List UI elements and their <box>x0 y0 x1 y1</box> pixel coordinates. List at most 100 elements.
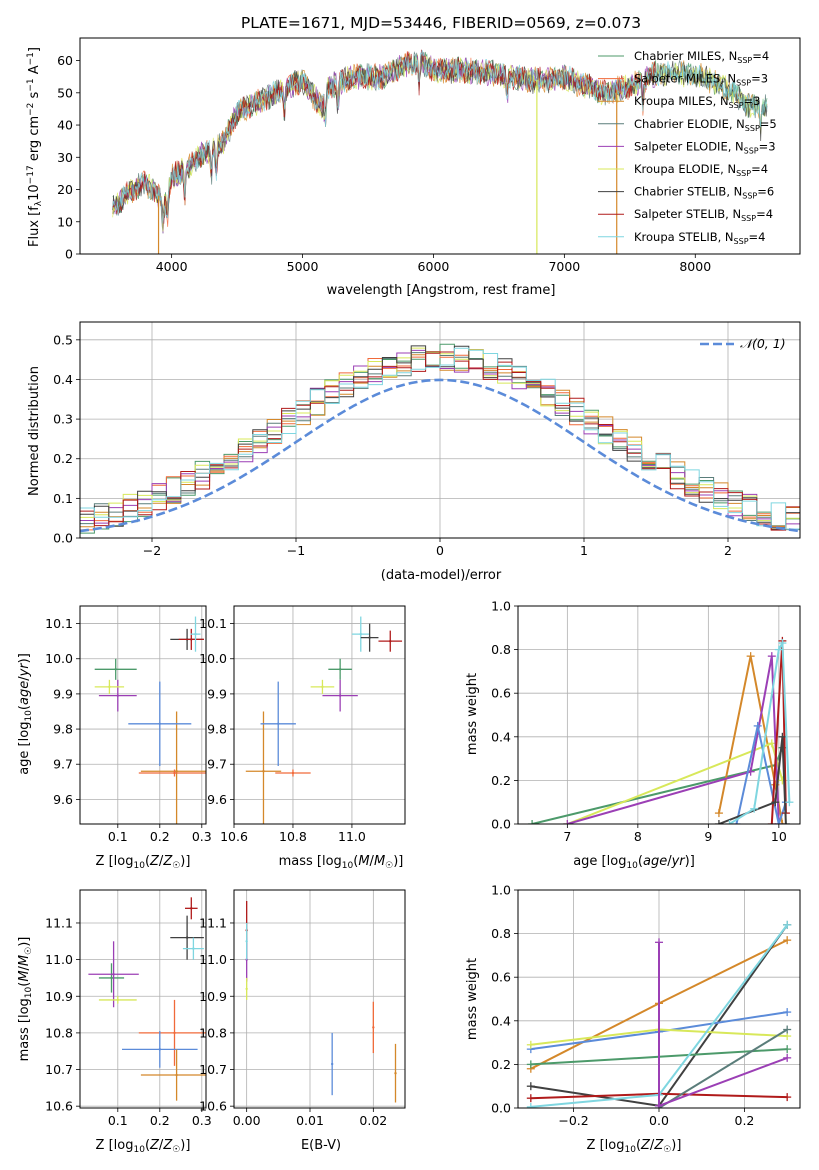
y-tick-label: 40 <box>57 118 73 133</box>
axes-frame <box>233 605 406 825</box>
mass-weight-vs-age-ylabel: mass weight <box>465 673 480 755</box>
plot-area <box>245 616 403 824</box>
mass-vs-z-xlabel: Z [log10(Z/Z☉)] <box>96 1138 191 1155</box>
errorbar-point <box>368 636 371 639</box>
y-tick-label: 9.7 <box>207 757 227 772</box>
x-tick-label: 10.8 <box>279 829 307 844</box>
y-tick-label: 9.6 <box>53 792 73 807</box>
spectrum-ylabel: Flux [fλ10−17 erg cm−2 s−1 A−1] <box>26 47 44 247</box>
spectrum-xlabel: wavelength [Angstrom, rest frame] <box>327 283 556 298</box>
errorbar-point <box>116 694 120 697</box>
errorbar-point <box>321 685 324 689</box>
y-tick-label: 10.9 <box>45 989 73 1004</box>
y-tick-label: 9.8 <box>53 722 73 737</box>
mass-weight-vs-z-panel: −0.2 0.0 0.2 0.0 0.2 0.4 0.6 0.8 1.0 <box>491 883 801 1128</box>
x-tick-label: 0.2 <box>150 829 170 844</box>
x-tick-label: 7 <box>563 829 571 844</box>
y-tick-label: 9.6 <box>207 792 227 807</box>
plot-area <box>80 343 800 538</box>
y-tick-label: 10 <box>57 214 73 229</box>
y-tick-label: 0.4 <box>53 372 73 387</box>
mass-weight-vs-z-xlabel: Z [log10(Z/Z☉)] <box>587 1138 682 1155</box>
y-tick-label: 0.1 <box>53 491 73 506</box>
legend-label: Chabrier ELODIE, NSSP=5 <box>634 117 777 133</box>
legend-label: Kroupa MILES, NSSP=3 <box>634 94 760 110</box>
age-vs-z-xlabel: Z [log10(Z/Z☉)] <box>96 854 191 871</box>
errorbar-point <box>173 771 176 775</box>
legend-label: 𝒩(0, 1) <box>740 336 786 351</box>
y-tick-label: 11.0 <box>199 952 227 967</box>
y-tick-label: 9.7 <box>53 757 73 772</box>
y-tick-label: 0 <box>65 247 73 262</box>
errorbar-point <box>158 722 161 725</box>
x-tick-label: 11.0 <box>338 829 366 844</box>
x-tick-label: 0.02 <box>359 1113 387 1128</box>
y-tick-label: 10.0 <box>45 651 73 666</box>
axes-frame <box>233 889 406 1109</box>
age-vs-mass-panel: 10.6 10.8 11.0 9.6 9.7 9.8 9.9 10.0 10.1 <box>199 605 406 844</box>
errorbar-point <box>173 1031 176 1035</box>
y-tick-label: 9.9 <box>53 686 73 701</box>
mass-weight-vs-z-ylabel: mass weight <box>465 958 480 1040</box>
gaussian-curve <box>80 378 800 533</box>
y-tick-label: 10.7 <box>45 1062 73 1077</box>
errorbar-point <box>394 1071 397 1075</box>
axes-frame <box>79 605 207 825</box>
errorbar-point <box>192 947 195 950</box>
mass-vs-ebv-xlabel: E(B-V) <box>301 1138 341 1153</box>
axes-frame <box>79 37 801 255</box>
age-vs-mass-xlabel: mass [log10(M/M☉)] <box>279 854 404 871</box>
spectrum-line <box>112 50 768 224</box>
y-tick-label: 10.8 <box>45 1025 73 1040</box>
spectrum-line <box>112 53 768 232</box>
y-tick-label: 10.8 <box>199 1025 227 1040</box>
errorbar-point <box>108 685 111 689</box>
errorbar-point <box>114 668 117 671</box>
mass-vs-z-ylabel: mass [log10(M/M☉)] <box>17 937 34 1062</box>
legend-label: Kroupa STELIB, NSSP=4 <box>634 230 765 246</box>
y-tick-label: 20 <box>57 182 73 197</box>
x-tick-label: 4000 <box>156 259 188 274</box>
x-tick-label: 0.1 <box>108 1113 128 1128</box>
y-tick-label: 0.2 <box>491 1057 511 1072</box>
errorbar-point <box>112 973 115 976</box>
legend-label: Chabrier STELIB, NSSP=6 <box>634 185 774 201</box>
errorbar-point <box>338 694 342 697</box>
x-tick-label: −0.2 <box>558 1113 588 1128</box>
x-tick-label: 9 <box>704 829 712 844</box>
errorbar-point <box>372 1026 375 1029</box>
x-tick-label: 2 <box>724 543 732 558</box>
x-tick-label: 10 <box>771 829 787 844</box>
errorbar-point <box>175 770 178 773</box>
y-tick-label: 10.6 <box>199 1099 227 1114</box>
y-tick-label: 0.2 <box>53 451 73 466</box>
legend-label: Chabrier MILES, NSSP=4 <box>634 49 769 65</box>
legend-label: Salpeter STELIB, NSSP=4 <box>634 207 773 223</box>
x-tick-label: 10.6 <box>220 829 248 844</box>
mass-weight-line <box>658 942 788 1108</box>
y-tick-label: 11.0 <box>45 952 73 967</box>
x-tick-label: 5000 <box>287 259 319 274</box>
x-tick-label: −1 <box>287 543 305 558</box>
x-tick-label: 0.00 <box>233 1113 261 1128</box>
histogram-series <box>80 351 800 538</box>
errorbar-point <box>245 987 248 991</box>
errorbar-point <box>338 668 342 671</box>
y-tick-label: 50 <box>57 85 73 100</box>
axes-frame <box>517 605 801 825</box>
y-tick-label: 0.0 <box>53 531 73 546</box>
spectrum-line <box>112 52 768 218</box>
y-tick-label: 0.0 <box>491 1101 511 1116</box>
legend-label: Salpeter ELODIE, NSSP=3 <box>634 139 776 155</box>
legend-label: Salpeter MILES, NSSP=3 <box>634 72 768 88</box>
y-tick-label: 0.3 <box>53 412 73 427</box>
y-tick-label: 0.8 <box>491 926 511 941</box>
y-tick-label: 11.1 <box>45 915 73 930</box>
y-tick-label: 60 <box>57 53 73 68</box>
mass-weight-line <box>567 655 780 824</box>
x-tick-label: 0 <box>436 543 444 558</box>
errorbar-point <box>110 976 113 980</box>
residual-histogram-panel: −2 −1 0 1 2 0.0 0.1 0.2 0.3 0.4 0.5 𝒩(0, 1) <box>53 321 801 558</box>
errorbar-point <box>291 771 295 775</box>
